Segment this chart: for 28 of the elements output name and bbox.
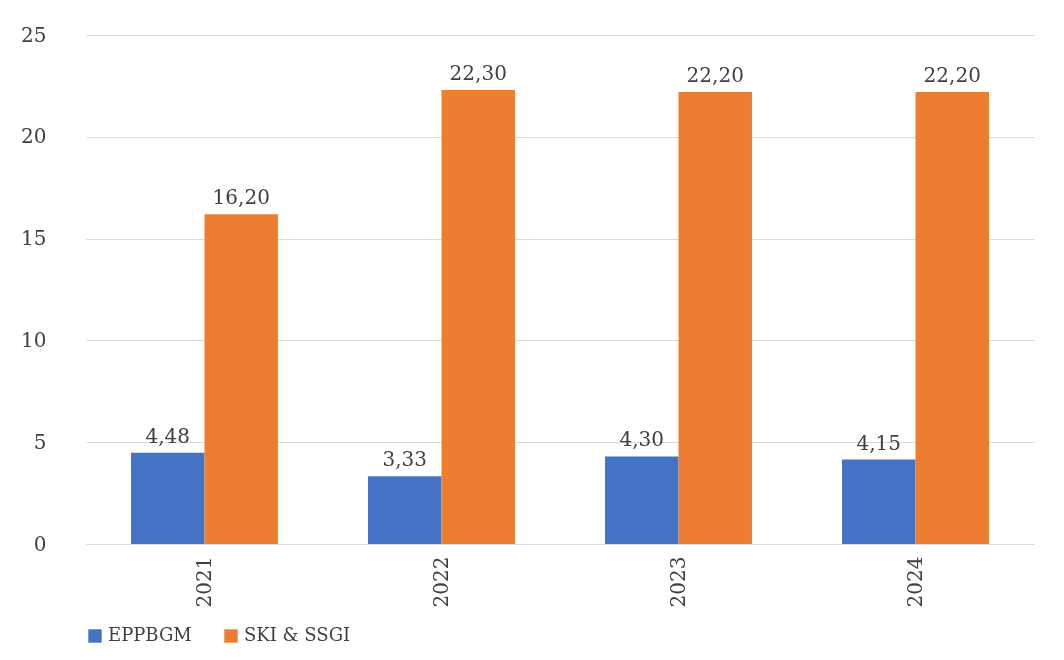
- bar: [605, 456, 679, 544]
- data-label: 16,20: [212, 185, 270, 210]
- bar: [131, 452, 205, 544]
- data-label: 4,48: [145, 423, 191, 448]
- bar: [441, 89, 515, 544]
- legend-label: SKI & SSGI: [244, 624, 351, 645]
- legend-label: EPPBGM: [108, 624, 192, 645]
- data-label: 3,33: [382, 447, 428, 472]
- bar: [842, 459, 916, 544]
- bar: [678, 92, 752, 544]
- y-tick-label: 5: [33, 429, 47, 454]
- data-label: 22,30: [449, 60, 507, 85]
- y-tick-label: 20: [21, 124, 47, 149]
- bar: [204, 214, 278, 544]
- x-tick-label: 2024: [902, 556, 927, 608]
- bar: [915, 92, 989, 544]
- x-tick-label: 2022: [428, 556, 453, 608]
- data-label: 4,30: [619, 427, 665, 452]
- y-tick-label: 15: [21, 226, 47, 251]
- data-label: 4,15: [856, 430, 902, 455]
- y-tick-label: 0: [33, 531, 47, 556]
- x-tick-label: 2023: [665, 556, 690, 608]
- x-tick-label: 2021: [191, 556, 216, 608]
- data-label: 22,20: [923, 63, 981, 88]
- data-label: 22,20: [686, 63, 744, 88]
- y-tick-label: 25: [21, 22, 47, 47]
- y-tick-label: 10: [21, 327, 47, 352]
- bar: [368, 476, 442, 544]
